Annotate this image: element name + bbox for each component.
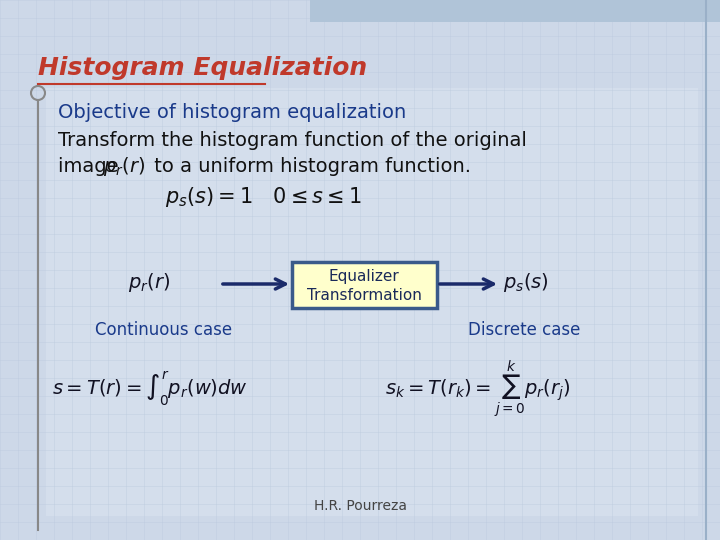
Text: $s_k = T(r_k) = \sum_{j=0}^{k} p_r(r_j)$: $s_k = T(r_k) = \sum_{j=0}^{k} p_r(r_j)$ — [385, 358, 571, 420]
Bar — [310, 0, 720, 22]
Text: Discrete case: Discrete case — [468, 321, 580, 339]
Text: $p_s(s) = 1 \quad 0 \leq s \leq 1$: $p_s(s) = 1 \quad 0 \leq s \leq 1$ — [165, 185, 361, 209]
Text: Equalizer: Equalizer — [328, 269, 400, 285]
Bar — [46, 88, 698, 516]
Text: $s = T(r) = \int_0^r p_r(w)dw$: $s = T(r) = \int_0^r p_r(w)dw$ — [52, 369, 248, 408]
Text: Objective of histogram equalization: Objective of histogram equalization — [58, 103, 406, 122]
Text: Transformation: Transformation — [307, 288, 421, 303]
FancyBboxPatch shape — [292, 262, 437, 308]
Text: $p_r(r)$: $p_r(r)$ — [128, 271, 170, 294]
Text: Transform the histogram function of the original: Transform the histogram function of the … — [58, 131, 527, 150]
Text: H.R. Pourreza: H.R. Pourreza — [313, 499, 407, 513]
Text: Histogram Equalization: Histogram Equalization — [38, 56, 367, 80]
Text: $p_s(s)$: $p_s(s)$ — [503, 271, 549, 294]
Text: to a uniform histogram function.: to a uniform histogram function. — [148, 157, 471, 176]
Text: Continuous case: Continuous case — [95, 321, 232, 339]
Text: image: image — [58, 157, 125, 176]
Text: $p_r(r)$: $p_r(r)$ — [103, 155, 145, 178]
